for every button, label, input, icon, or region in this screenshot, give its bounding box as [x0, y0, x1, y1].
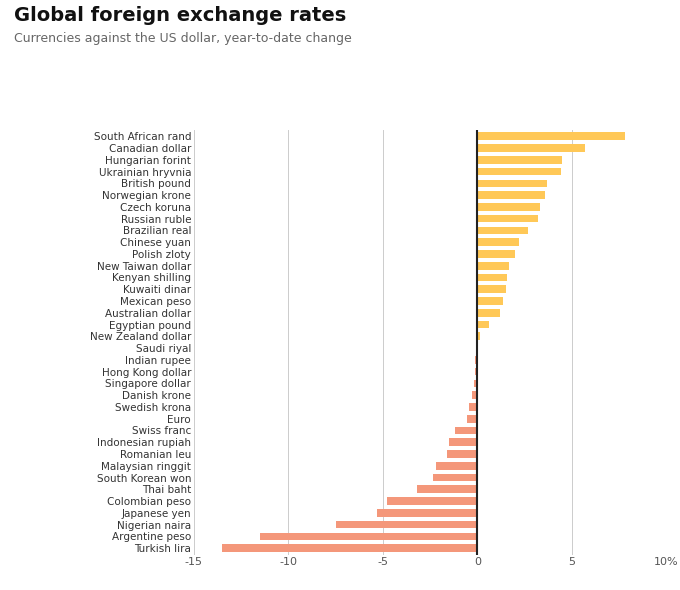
Bar — [477, 297, 503, 305]
Bar — [477, 144, 585, 152]
Bar — [473, 379, 477, 387]
Bar — [477, 262, 509, 270]
Bar — [477, 274, 507, 281]
Bar — [417, 486, 477, 493]
Bar — [336, 521, 477, 529]
Bar — [387, 497, 477, 505]
Bar — [477, 333, 480, 340]
Text: Currencies against the US dollar, year-to-date change: Currencies against the US dollar, year-t… — [14, 32, 352, 45]
Bar — [477, 344, 478, 352]
Bar — [475, 368, 477, 375]
Bar — [472, 391, 477, 399]
Bar — [377, 509, 477, 517]
Text: Global foreign exchange rates: Global foreign exchange rates — [14, 6, 346, 25]
Bar — [477, 168, 560, 175]
Bar — [475, 356, 477, 363]
Bar — [469, 403, 477, 411]
Bar — [477, 203, 540, 211]
Bar — [447, 450, 477, 458]
Bar — [477, 321, 489, 329]
Bar — [455, 427, 477, 434]
Bar — [477, 156, 562, 163]
Bar — [436, 462, 477, 470]
Bar — [477, 227, 528, 234]
Bar — [433, 474, 477, 481]
Bar — [260, 533, 477, 540]
Bar — [477, 309, 500, 317]
Bar — [477, 132, 625, 140]
Bar — [222, 545, 477, 552]
Bar — [477, 238, 519, 246]
Bar — [467, 415, 477, 422]
Bar — [477, 250, 515, 258]
Bar — [477, 286, 506, 293]
Bar — [477, 215, 538, 222]
Bar — [477, 191, 545, 199]
Bar — [449, 438, 477, 446]
Bar — [477, 179, 547, 187]
